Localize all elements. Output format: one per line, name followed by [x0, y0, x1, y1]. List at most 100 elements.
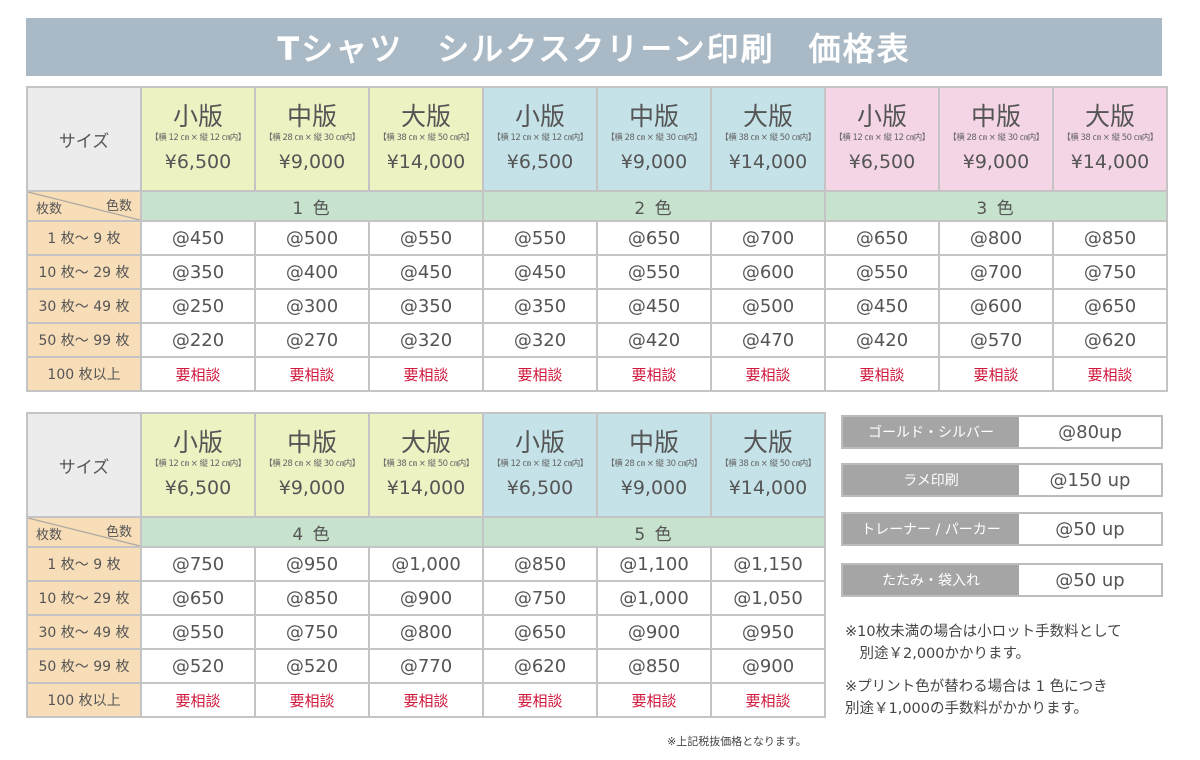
- print-size-name: 中版: [286, 428, 337, 457]
- color-count-label: 色数: [105, 525, 132, 540]
- print-size-name: 中版: [628, 428, 679, 457]
- print-size-dimensions: 【横 38 ㎝ × 縦 50 ㎝内】: [720, 459, 816, 469]
- addon-price: @50 up: [1019, 565, 1161, 595]
- unit-price-cell: @900: [710, 648, 826, 684]
- plate-price: ¥9,000: [278, 151, 346, 173]
- plate-price: ¥9,000: [620, 151, 688, 173]
- unit-price-cell: @650: [596, 220, 712, 256]
- addon-trainer-parka: トレーナー / パーカー @50 up: [841, 512, 1163, 546]
- table-row: 50 枚～ 99 枚 @520 @520 @770 @620 @850 @900: [26, 648, 826, 684]
- unit-price-cell: @550: [368, 220, 484, 256]
- unit-price-cell: @1,150: [710, 546, 826, 582]
- color-count-label: 色数: [105, 199, 132, 214]
- unit-price-cell: @800: [368, 614, 484, 650]
- consult-cell: 要相談: [140, 356, 256, 392]
- unit-price-cell: @950: [710, 614, 826, 650]
- consult-cell: 要相談: [710, 682, 826, 718]
- print-size-name: 中版: [628, 102, 679, 131]
- unit-price-cell: @750: [140, 546, 256, 582]
- tax-footnote: ※上記税抜価格となります。: [667, 735, 807, 748]
- unit-price-cell: @450: [140, 220, 256, 256]
- unit-price-cell: @1,000: [596, 580, 712, 616]
- consult-cell: 要相談: [710, 356, 826, 392]
- table-row: 10 枚～ 29 枚 @650 @850 @900 @750 @1,000 @1,050: [26, 580, 826, 616]
- consult-cell: 要相談: [254, 682, 370, 718]
- size-header-cell: 大版【横 38 ㎝ × 縦 50 ㎝内】 ¥14,000: [1052, 86, 1168, 192]
- unit-price-cell: @570: [938, 322, 1054, 358]
- color-count-header: 3 色: [824, 190, 1168, 222]
- print-size-name: 小版: [514, 102, 565, 131]
- table-row: 1 枚～ 9 枚 @450 @500 @550 @550 @650 @700 @650 @800…: [26, 220, 1168, 256]
- quantity-label: 枚数: [36, 528, 63, 543]
- addon-gold-silver: ゴールド・シルバー @80up: [841, 415, 1163, 449]
- quantity-range: 100 枚以上: [26, 356, 142, 392]
- unit-price-cell: @320: [368, 322, 484, 358]
- table-row: 50 枚～ 99 枚 @220 @270 @320 @320 @420 @470 @420 @5…: [26, 322, 1168, 358]
- consult-cell: 要相談: [140, 682, 256, 718]
- size-header-cell: 中版 【横 28 ㎝ × 縦 30 ㎝内】 ¥9,000: [254, 86, 370, 192]
- unit-price-cell: @420: [596, 322, 712, 358]
- unit-price-cell: @450: [368, 254, 484, 290]
- unit-price-cell: @620: [1052, 322, 1168, 358]
- unit-price-cell: @950: [254, 546, 370, 582]
- unit-price-cell: @300: [254, 288, 370, 324]
- print-size-dimensions: 【横 28 ㎝ × 縦 30 ㎝内】: [264, 459, 360, 469]
- consult-cell: 要相談: [596, 682, 712, 718]
- size-header-cell: 大版 【横 38 ㎝ × 縦 50 ㎝内】 ¥14,000: [368, 412, 484, 518]
- size-header-cell: 中版【横 28 ㎝ × 縦 30 ㎝内】 ¥9,000: [254, 412, 370, 518]
- unit-price-cell: @850: [254, 580, 370, 616]
- plate-price: ¥14,000: [1070, 151, 1150, 173]
- plate-price: ¥9,000: [278, 477, 346, 499]
- print-size-name: 中版: [970, 102, 1021, 131]
- consult-cell: 要相談: [1052, 356, 1168, 392]
- plate-price: ¥6,500: [506, 151, 574, 173]
- plate-price: ¥14,000: [728, 477, 808, 499]
- print-size-dimensions: 【横 38 ㎝ × 縦 50 ㎝内】: [720, 133, 816, 143]
- size-header-cell: 大版 【横 38 ㎝ × 縦 50 ㎝内】 ¥14,000: [710, 86, 826, 192]
- print-size-name: 大版: [1084, 102, 1135, 131]
- unit-price-cell: @1,100: [596, 546, 712, 582]
- print-size-name: 中版: [286, 102, 337, 131]
- print-size-name: 小版: [172, 102, 223, 131]
- unit-price-cell: @700: [938, 254, 1054, 290]
- quantity-range: 10 枚～ 29 枚: [26, 580, 142, 616]
- unit-price-cell: @850: [1052, 220, 1168, 256]
- size-header-cell: 小版【横 12 ㎝ × 縦 12 ㎝内】 ¥6,500: [482, 412, 598, 518]
- print-size-dimensions: 【横 28 ㎝ × 縦 30 ㎝内】: [606, 459, 702, 469]
- unit-price-cell: @250: [140, 288, 256, 324]
- addon-lame-print: ラメ印刷 @150 up: [841, 463, 1163, 497]
- plate-price: ¥6,500: [164, 151, 232, 173]
- unit-price-cell: @620: [482, 648, 598, 684]
- size-header-cell: 大版 【横 38 ㎝ × 縦 50 ㎝内】 ¥14,000: [710, 412, 826, 518]
- consult-cell: 要相談: [368, 682, 484, 718]
- unit-price-cell: @850: [596, 648, 712, 684]
- consult-cell: 要相談: [596, 356, 712, 392]
- print-size-dimensions: 【横 38 ㎝ × 縦 50 ㎝内】: [378, 459, 474, 469]
- print-size-dimensions: 【横 38 ㎝ × 縦 50 ㎝内】: [1062, 133, 1158, 143]
- print-size-name: 大版: [400, 428, 451, 457]
- size-header-cell: 中版 【横 28 ㎝ × 縦 30 ㎝内】 ¥9,000: [938, 86, 1054, 192]
- table-row: 100 枚以上 要相談 要相談 要相談 要相談 要相談 要相談 要相談 要相談 要相談: [26, 356, 1168, 392]
- print-size-dimensions: 【横 12 ㎝ × 縦 12 ㎝内】: [492, 459, 588, 469]
- unit-price-cell: @350: [140, 254, 256, 290]
- addon-price: @50 up: [1019, 514, 1161, 544]
- print-size-dimensions: 【横 28 ㎝ × 縦 30 ㎝内】: [948, 133, 1044, 143]
- unit-price-cell: @650: [140, 580, 256, 616]
- plate-price: ¥6,500: [506, 477, 574, 499]
- print-size-name: 小版: [172, 428, 223, 457]
- unit-price-cell: @650: [1052, 288, 1168, 324]
- table-row: 30 枚～ 49 枚 @550 @750 @800 @650 @900 @950: [26, 614, 826, 650]
- color-qty-corner: 色数 枚数: [26, 516, 142, 548]
- size-header-cell: 中版【横 28 ㎝ × 縦 30 ㎝内】 ¥9,000: [596, 412, 712, 518]
- unit-price-cell: @500: [254, 220, 370, 256]
- print-size-name: 小版: [514, 428, 565, 457]
- size-header-cell: 小版 【横 12 ㎝ × 縦 12 ㎝内】 ¥6,500: [140, 86, 256, 192]
- unit-price-cell: @750: [482, 580, 598, 616]
- unit-price-cell: @450: [482, 254, 598, 290]
- size-header-cell: 小版 【横 12 ㎝ × 縦 12 ㎝内】 ¥6,500: [482, 86, 598, 192]
- plate-price: ¥9,000: [620, 477, 688, 499]
- unit-price-cell: @270: [254, 322, 370, 358]
- unit-price-cell: @550: [596, 254, 712, 290]
- unit-price-cell: @700: [710, 220, 826, 256]
- print-size-dimensions: 【横 28 ㎝ × 縦 30 ㎝内】: [606, 133, 702, 143]
